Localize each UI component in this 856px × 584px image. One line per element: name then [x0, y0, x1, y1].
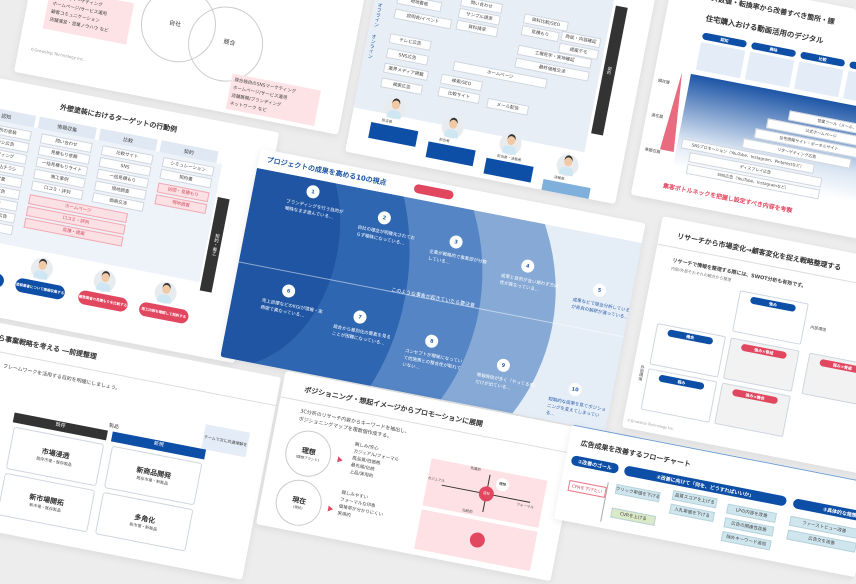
- list-ideal: 親しみ/安心 カジュアル/フォーマル 高品質/低価格 最先端/伝統 上品/実用的: [349, 441, 401, 484]
- circle-sub: (現状): [292, 504, 304, 511]
- persona-avatar: [152, 279, 179, 306]
- arrow-icon: [337, 456, 344, 464]
- perspective-number: 5: [591, 282, 608, 298]
- level-label: 準顕在層: [644, 146, 661, 155]
- phase-cell: [695, 42, 746, 79]
- swot-cell: [714, 382, 791, 438]
- flow-box: CVRを上げる: [610, 507, 657, 526]
- persona-avatar: [554, 152, 581, 179]
- map-axis-bottom: 伝統的: [461, 508, 473, 515]
- phase-lead: ず、フレームワークを活用する目的を明確にしましょう。: [0, 361, 121, 393]
- circle-sub: (理想ブランド): [295, 453, 320, 463]
- persona-note: 外壁の劣化に気づく: [0, 265, 6, 289]
- keyword-circle: 現在 (現状): [271, 475, 326, 530]
- flow-box: クリック単価を下げる: [614, 483, 661, 503]
- persona-note: [483, 157, 534, 183]
- persona-avatar: [29, 255, 55, 282]
- map-point-ideal: 理想: [494, 477, 510, 493]
- swot-cell: [722, 337, 800, 392]
- swot-footer: ©Growship Technology Inc.: [626, 418, 675, 432]
- venn-left-list: 自社SNSマーケティング ホームページ/サービス運用 顧客コミュニケーション 店舗運営…: [42, 0, 135, 45]
- persona-note: 塗装業者について情報収集する: [14, 277, 66, 301]
- persona-note: 施工内容を確認して契約する: [137, 301, 190, 325]
- persona-avatar: [91, 268, 118, 294]
- phase-cell: [843, 70, 856, 107]
- swot-cell: [649, 323, 727, 378]
- map-axis-left: カジュアル: [427, 475, 446, 484]
- swot-cell: [732, 290, 809, 345]
- swot-slide[interactable]: リサーチから市場変化→顧客変化を捉え戦略整理する リサーチで情報を整理する際には…: [621, 216, 856, 475]
- phase-cell: [744, 51, 795, 88]
- label-internal: 内部環境: [809, 324, 827, 333]
- persona-note: [425, 141, 476, 167]
- persona-note: [368, 122, 419, 147]
- venn-footer: ©Growship Technology Inc.: [30, 46, 85, 62]
- goal-box: CPAを下げたい: [567, 479, 607, 498]
- level-label: 顕在層: [657, 77, 671, 85]
- venn-right-list: 競合独自のSNSマーケティング ホームページ/サービス運用 店舗展開/ブランディング…: [225, 73, 321, 126]
- level-label: 潜在層: [650, 112, 664, 120]
- keyword-circle: 理想 (理想ブランド): [281, 426, 336, 481]
- map-axis-top: 先進的: [470, 465, 482, 472]
- persona-note: [540, 178, 591, 204]
- axis-label: 製品: [108, 422, 120, 431]
- map-axis-right: フォーマル: [516, 502, 534, 510]
- swot-cell: [640, 368, 718, 423]
- map-point-own: 自社: [477, 485, 496, 503]
- perspective-number: 10: [567, 381, 583, 398]
- arrow-icon: [327, 505, 334, 513]
- funnel-slide[interactable]: 各フェーズ数値・転換率から改善すべき箇所・課 住宅購入おける動画活用のデジタル …: [630, 0, 856, 242]
- step-goal: ①改善のゴール: [570, 454, 620, 474]
- label-external: 外部環境: [638, 364, 646, 382]
- side-note: チームで次に共通理解を: [201, 424, 251, 458]
- list-current: 親しみやすい フォーマルな印象 価格帯が分かりにくい 実用的: [337, 490, 386, 526]
- perspective-text: 成果などで競合分析しているが各自の解釈が違っている…: [570, 297, 631, 321]
- persona-note: 複数業者の見積もりを比較する: [77, 289, 129, 313]
- phase-cell: [793, 61, 844, 98]
